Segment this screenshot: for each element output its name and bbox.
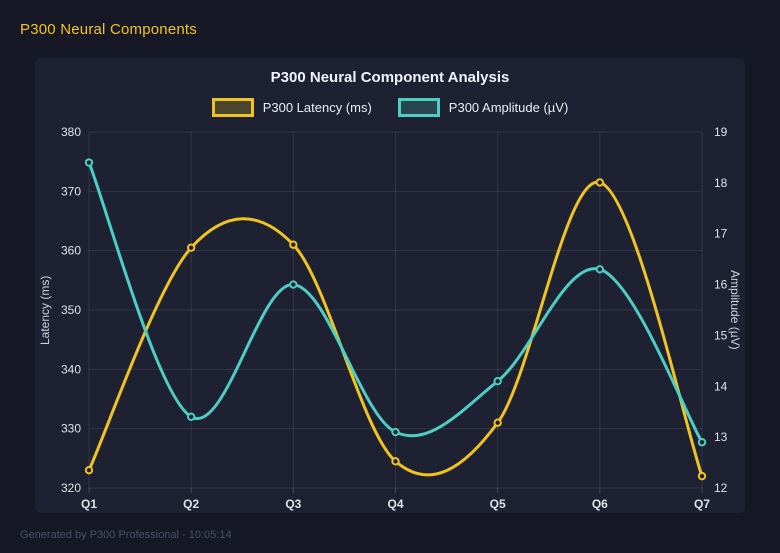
right-axis-tick-label: 14: [714, 379, 728, 393]
x-axis-tick-label: Q6: [592, 497, 608, 511]
right-axis-tick-label: 12: [714, 481, 728, 495]
right-axis-title: Amplitude (µV): [728, 270, 742, 350]
data-point-latency[interactable]: [697, 471, 707, 481]
x-axis-tick-label: Q2: [183, 497, 199, 511]
legend-item-amplitude[interactable]: P300 Amplitude (µV): [397, 98, 569, 117]
data-point-amplitude[interactable]: [391, 427, 400, 437]
data-point-amplitude[interactable]: [84, 158, 94, 167]
amplitude-legend-label: P300 Amplitude (µV): [448, 100, 569, 115]
data-point-latency[interactable]: [186, 243, 196, 252]
data-point-amplitude[interactable]: [697, 438, 707, 447]
right-axis-tick-label: 18: [714, 176, 728, 190]
chart-title: P300 Neural Component Analysis: [270, 69, 510, 86]
data-point-latency[interactable]: [289, 240, 298, 249]
right-axis-tick-label: 15: [714, 328, 728, 342]
x-axis-tick-label: Q7: [694, 497, 710, 511]
page-title: P300 Neural Components: [20, 21, 198, 38]
data-point-amplitude[interactable]: [595, 265, 605, 274]
generated-footer: Generated by P300 Professional - 10:05:1…: [20, 529, 232, 541]
left-axis-tick-label: 360: [61, 244, 81, 258]
x-axis-tick-label: Q3: [285, 497, 301, 511]
right-axis-tick-label: 16: [714, 278, 728, 292]
data-point-latency[interactable]: [391, 457, 400, 466]
legend-item-latency[interactable]: P300 Latency (ms): [211, 98, 372, 117]
amplitude-legend-swatch: [397, 98, 440, 117]
data-point-amplitude[interactable]: [186, 412, 196, 421]
right-axis-tick-label: 19: [714, 125, 728, 139]
data-point-latency[interactable]: [595, 178, 605, 187]
data-point-amplitude[interactable]: [493, 377, 502, 386]
left-axis-tick-label: 350: [61, 303, 81, 317]
left-axis-tick-label: 380: [61, 125, 81, 139]
latency-legend-label: P300 Latency (ms): [262, 100, 372, 115]
right-axis-tick-label: 13: [714, 430, 728, 444]
chart-legend: P300 Latency (ms) P300 Amplitude (µV): [35, 98, 745, 117]
chart-card: P300 Neural Component Analysis P300 Late…: [35, 58, 745, 513]
data-point-amplitude[interactable]: [289, 280, 298, 289]
left-axis-tick-label: 370: [61, 184, 81, 198]
data-point-latency[interactable]: [493, 418, 502, 427]
x-axis-tick-label: Q5: [490, 497, 506, 511]
data-point-latency[interactable]: [84, 466, 94, 475]
right-axis-tick-label: 17: [714, 227, 728, 241]
left-axis-tick-label: 320: [61, 481, 81, 495]
latency-legend-swatch: [211, 98, 254, 117]
x-axis-tick-label: Q1: [81, 497, 97, 511]
line-chart-canvas: 320 330 340 350 360 370 380 12 13 14 15 16 17 18 19 Q1 Q…: [61, 125, 728, 511]
left-axis-tick-label: 340: [61, 362, 81, 376]
left-axis-tick-label: 330: [61, 422, 81, 436]
x-axis-tick-label: Q4: [387, 497, 403, 511]
